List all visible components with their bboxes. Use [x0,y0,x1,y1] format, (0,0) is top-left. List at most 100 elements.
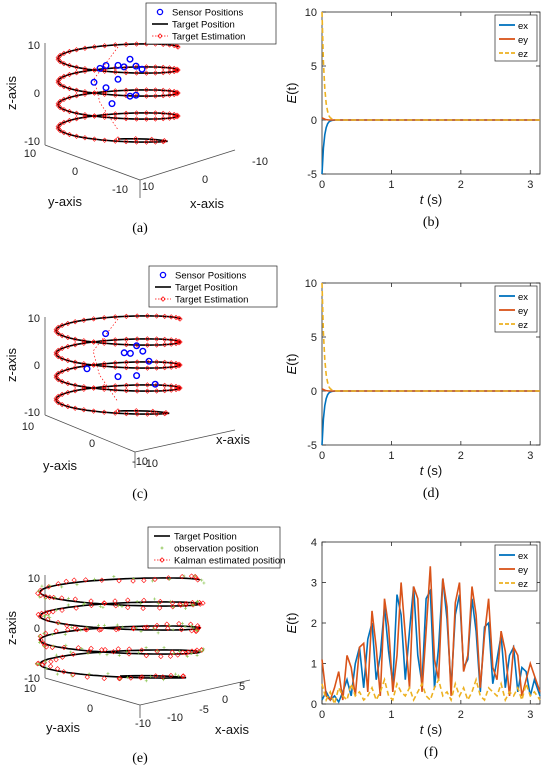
caption-c: (c) [132,487,148,502]
estimate-marker [160,87,166,93]
estimate-marker [154,365,160,371]
estimate-marker [171,91,177,98]
z-axis-label: z-axis [4,348,19,382]
caption-f: (f) [424,745,438,760]
series-sensor-positions [83,330,159,388]
estimate-marker [72,625,78,631]
estimate-marker [55,393,61,400]
estimate-marker [183,600,189,607]
sensor-marker [133,342,141,350]
x-axis-label-unit: (s) [423,192,442,207]
observation-marker [202,647,206,651]
estimate-marker [101,361,107,367]
estimate-marker [73,605,79,611]
estimate-marker [173,383,179,390]
estimate-marker [98,626,104,633]
y-axis-label: E(t) [284,613,299,634]
estimate-marker [66,108,73,115]
estimate-marker [59,355,65,362]
caption-d: (d) [423,486,440,501]
estimate-marker [61,644,67,651]
observation-marker [79,628,83,632]
estimate-marker [166,115,173,121]
axis-line [44,144,141,181]
estimate-marker [49,644,55,651]
estimate-marker [162,342,168,348]
observation-marker [152,627,156,631]
estimate-marker [143,64,150,70]
estimate-marker [70,651,76,657]
estimate-marker [115,646,121,652]
estimate-marker [134,359,140,365]
observation-marker [44,666,48,670]
estimate-marker [178,602,184,608]
observation-marker [66,603,70,607]
y-tick-label: 0 [311,699,317,711]
estimate-marker [40,640,46,646]
x-axis-label: t (s) [420,463,442,478]
estimate-marker [84,674,90,680]
observation-marker [69,650,73,654]
y-tick-label: 10 [305,278,317,290]
x-tick-label: 0 [319,179,325,191]
estimate-marker [66,94,73,101]
estimate-marker [197,601,203,607]
estimate-marker [180,673,186,679]
legend-label: Target Position [174,532,237,543]
series-line-ez [321,282,540,392]
estimate-marker [162,313,168,319]
observation-marker [57,621,61,625]
sensor-marker [83,365,91,373]
estimate-marker [168,364,174,370]
legend-label-ey: ey [518,35,528,46]
y-axis-label-var: E [284,365,299,374]
observation-marker [86,652,90,656]
estimate-marker [143,93,150,99]
observation-marker [150,579,154,583]
observation-marker [106,672,110,676]
y-axis-label-var: E [284,624,299,633]
estimate-marker [53,657,59,663]
observation-marker [42,615,46,619]
estimate-marker [91,90,98,96]
estimate-marker [112,138,118,144]
estimate-marker [110,649,117,655]
estimate-marker [174,91,180,97]
legend-label: Sensor Positions [175,271,247,282]
estimate-marker [162,411,168,417]
estimate-marker [65,380,71,387]
estimate-marker [123,336,129,342]
estimate-marker [173,386,179,393]
observation-marker [156,602,160,606]
estimate-marker [144,388,151,394]
observation-marker [190,624,194,628]
estimate-marker [102,137,108,143]
estimate-marker [61,96,67,103]
estimate-marker [123,116,129,122]
estimate-marker [139,647,145,653]
estimate-marker [128,675,134,681]
x-axis-label: x-axis [216,432,250,447]
estimate-marker [35,590,41,596]
estimate-marker [66,71,73,78]
estimate-marker [115,136,121,142]
estimate-marker [53,628,59,634]
estimate-marker [82,66,88,72]
estimate-marker [154,359,160,365]
estimate-marker [123,87,129,93]
estimate-marker [66,85,73,92]
estimate-marker [91,67,98,73]
estimate-marker [55,619,61,626]
observation-marker [118,677,122,681]
estimate-marker [72,319,78,325]
estimate-marker [143,87,150,93]
z-tick-label: 10 [28,573,40,585]
estimate-marker [81,340,87,346]
x-axis-label: x-axis [190,196,224,211]
estimate-marker [178,627,185,633]
x-tick-label: 1 [388,179,394,191]
estimate-marker [73,47,80,53]
estimate-marker [153,673,159,679]
observation-marker [70,674,74,678]
